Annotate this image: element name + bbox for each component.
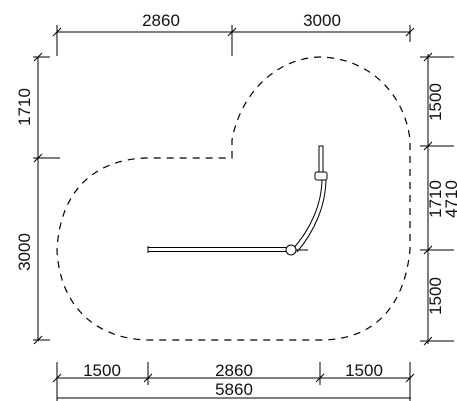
dimension-left-lower: 3000 xyxy=(15,233,34,271)
dimension-left-upper: 1710 xyxy=(15,88,34,126)
top-dimension-chain: 2860 3000 xyxy=(52,11,415,56)
dimension-bottom-right: 1500 xyxy=(345,361,383,380)
dimension-right-overall: 4710 xyxy=(442,180,457,218)
lower-joint xyxy=(285,244,297,256)
curved-rail-inner xyxy=(296,177,327,253)
bottom-dimension-chain: 1500 2860 1500 5860 xyxy=(52,361,415,401)
dimension-right-middle: 1710 xyxy=(426,180,445,218)
right-dimension-chain: 1500 1710 4710 1500 xyxy=(420,52,457,346)
vertical-rail xyxy=(318,145,324,175)
straight-rail xyxy=(147,247,291,252)
upper-joint xyxy=(314,171,328,181)
dimension-top-left: 2860 xyxy=(142,11,180,30)
dashed-boundary-outline xyxy=(56,56,411,341)
dimension-right-top: 1500 xyxy=(426,83,445,121)
dimension-right-bottom: 1500 xyxy=(426,277,445,315)
dimension-bottom-left: 1500 xyxy=(83,361,121,380)
left-dimension-chain: 1710 3000 xyxy=(15,52,60,345)
slide-fixture xyxy=(147,145,328,256)
dimension-bottom-overall: 5860 xyxy=(215,380,253,399)
curved-rail-outer xyxy=(291,177,323,251)
dimension-bottom-middle: 2860 xyxy=(215,361,253,380)
dimension-top-right: 3000 xyxy=(303,11,341,30)
